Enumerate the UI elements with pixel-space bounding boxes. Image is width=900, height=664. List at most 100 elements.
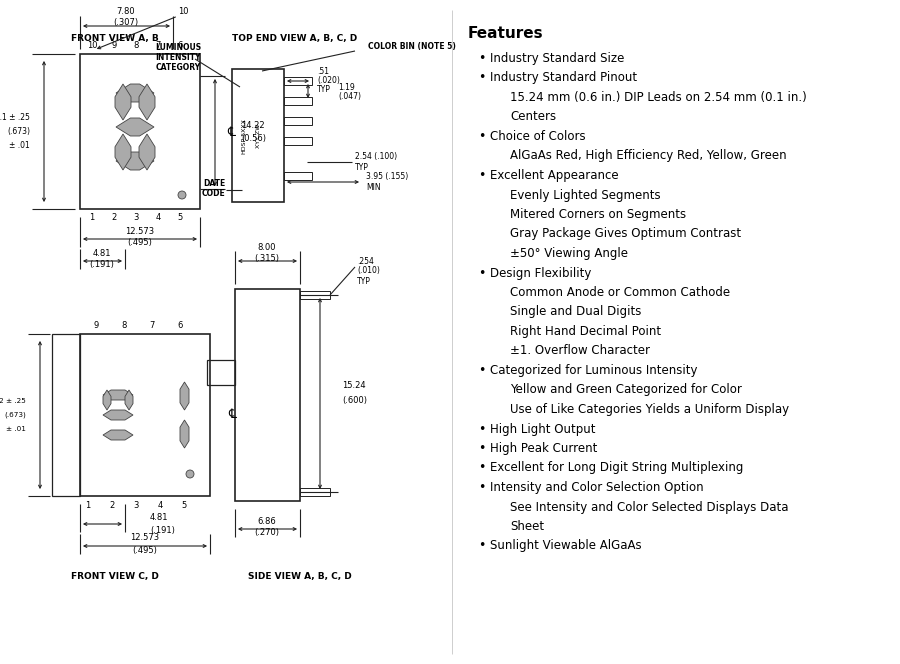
Polygon shape — [115, 134, 131, 170]
Circle shape — [178, 191, 186, 199]
Text: •: • — [478, 52, 485, 65]
Text: ±50° Viewing Angle: ±50° Viewing Angle — [510, 247, 628, 260]
Text: •: • — [478, 72, 485, 84]
Text: 10: 10 — [178, 7, 188, 17]
Text: •: • — [478, 364, 485, 377]
Text: 7.80: 7.80 — [117, 7, 135, 17]
Text: Sheet: Sheet — [510, 520, 544, 533]
Text: Choice of Colors: Choice of Colors — [490, 130, 586, 143]
Text: •: • — [478, 130, 485, 143]
Text: Intensity and Color Selection Option: Intensity and Color Selection Option — [490, 481, 704, 494]
Text: .254: .254 — [357, 256, 374, 266]
Text: •: • — [478, 169, 485, 182]
Text: INTENSITY: INTENSITY — [155, 52, 201, 62]
Text: •: • — [478, 442, 485, 455]
Polygon shape — [116, 118, 154, 136]
Text: 9: 9 — [94, 321, 99, 331]
Text: .51: .51 — [317, 68, 329, 76]
Text: See Intensity and Color Selected Displays Data: See Intensity and Color Selected Display… — [510, 501, 788, 513]
Text: (.010): (.010) — [357, 266, 380, 276]
Circle shape — [186, 470, 194, 478]
Bar — [80, 334, 210, 496]
Text: (.673): (.673) — [7, 127, 30, 136]
Text: 1.19: 1.19 — [338, 82, 355, 92]
Text: 17.02 ± .25: 17.02 ± .25 — [0, 398, 26, 404]
Text: Sunlight Viewable AlGaAs: Sunlight Viewable AlGaAs — [490, 539, 642, 552]
Text: 4.81: 4.81 — [93, 248, 112, 258]
Bar — [300, 291, 330, 299]
Text: Features: Features — [468, 26, 544, 41]
Text: (.191): (.191) — [150, 525, 175, 535]
Text: XYY ZW: XYY ZW — [256, 124, 260, 148]
Text: 5: 5 — [177, 214, 183, 222]
Text: TOP END VIEW A, B, C, D: TOP END VIEW A, B, C, D — [232, 35, 357, 44]
Text: ± .01: ± .01 — [9, 141, 30, 150]
Text: AlGaAs Red, High Efficiency Red, Yellow, Green: AlGaAs Red, High Efficiency Red, Yellow,… — [510, 149, 787, 163]
Text: 14.22: 14.22 — [241, 122, 265, 131]
Polygon shape — [139, 134, 155, 170]
Text: 3: 3 — [133, 501, 139, 509]
Bar — [284, 172, 312, 180]
Text: ℄: ℄ — [228, 408, 236, 422]
Text: 4.81: 4.81 — [150, 513, 168, 523]
Text: Use of Like Categories Yields a Uniform Display: Use of Like Categories Yields a Uniform … — [510, 403, 789, 416]
Text: •: • — [478, 422, 485, 436]
Text: 15.24 mm (0.6 in.) DIP Leads on 2.54 mm (0.1 in.): 15.24 mm (0.6 in.) DIP Leads on 2.54 mm … — [510, 91, 806, 104]
Text: (.495): (.495) — [132, 546, 157, 554]
Text: 9: 9 — [112, 41, 117, 50]
Text: TYP: TYP — [355, 163, 369, 171]
Text: (.020): (.020) — [317, 76, 340, 86]
Text: 6.86: 6.86 — [257, 517, 276, 525]
Text: 8: 8 — [133, 41, 139, 50]
Text: TYP: TYP — [317, 86, 331, 94]
Text: Common Anode or Common Cathode: Common Anode or Common Cathode — [510, 286, 730, 299]
Text: LUMINOUS: LUMINOUS — [155, 42, 201, 52]
Text: FRONT VIEW A, B: FRONT VIEW A, B — [71, 35, 159, 44]
Bar — [284, 77, 312, 85]
Bar — [235, 289, 300, 501]
Text: 3: 3 — [133, 214, 139, 222]
Text: •: • — [478, 266, 485, 280]
Text: CODE: CODE — [202, 189, 226, 199]
Text: (.191): (.191) — [90, 260, 114, 270]
Text: (.600): (.600) — [342, 396, 367, 404]
Text: 8: 8 — [122, 321, 127, 331]
Polygon shape — [116, 152, 154, 170]
Text: 3.95 (.155): 3.95 (.155) — [366, 171, 409, 181]
Text: •: • — [478, 481, 485, 494]
Text: SIDE VIEW A, B, C, D: SIDE VIEW A, B, C, D — [248, 572, 352, 580]
Text: DATE: DATE — [202, 179, 225, 189]
Text: 7: 7 — [149, 321, 155, 331]
Text: COLOR BIN (NOTE 5): COLOR BIN (NOTE 5) — [368, 42, 456, 52]
Text: Evenly Lighted Segments: Evenly Lighted Segments — [510, 189, 661, 201]
Text: (.270): (.270) — [255, 529, 280, 537]
Text: Excellent Appearance: Excellent Appearance — [490, 169, 618, 182]
Bar — [52, 334, 80, 496]
Bar — [284, 117, 312, 125]
Text: Centers: Centers — [510, 110, 556, 124]
Text: Right Hand Decimal Point: Right Hand Decimal Point — [510, 325, 662, 338]
Text: Categorized for Luminous Intensity: Categorized for Luminous Intensity — [490, 364, 698, 377]
Polygon shape — [116, 84, 154, 102]
Text: 8.00: 8.00 — [257, 244, 276, 252]
Polygon shape — [103, 410, 133, 420]
Text: 2: 2 — [112, 214, 117, 222]
Text: 15.24: 15.24 — [342, 382, 365, 390]
Text: (.315): (.315) — [255, 254, 280, 264]
Bar — [232, 69, 284, 202]
Text: 10: 10 — [86, 41, 97, 50]
Text: 2.54 (.100): 2.54 (.100) — [355, 153, 397, 161]
Text: 1: 1 — [89, 214, 94, 222]
Polygon shape — [125, 390, 133, 410]
Text: TYP: TYP — [357, 276, 371, 286]
Bar — [284, 97, 312, 105]
Text: Yellow and Green Categorized for Color: Yellow and Green Categorized for Color — [510, 384, 742, 396]
Text: 12.573: 12.573 — [130, 533, 159, 542]
Text: CATEGORY: CATEGORY — [156, 62, 201, 72]
Polygon shape — [180, 420, 189, 448]
Polygon shape — [139, 84, 155, 120]
Text: (.047): (.047) — [338, 92, 361, 102]
Bar — [300, 488, 330, 496]
Text: (.307): (.307) — [113, 19, 139, 27]
Text: 4: 4 — [156, 214, 160, 222]
